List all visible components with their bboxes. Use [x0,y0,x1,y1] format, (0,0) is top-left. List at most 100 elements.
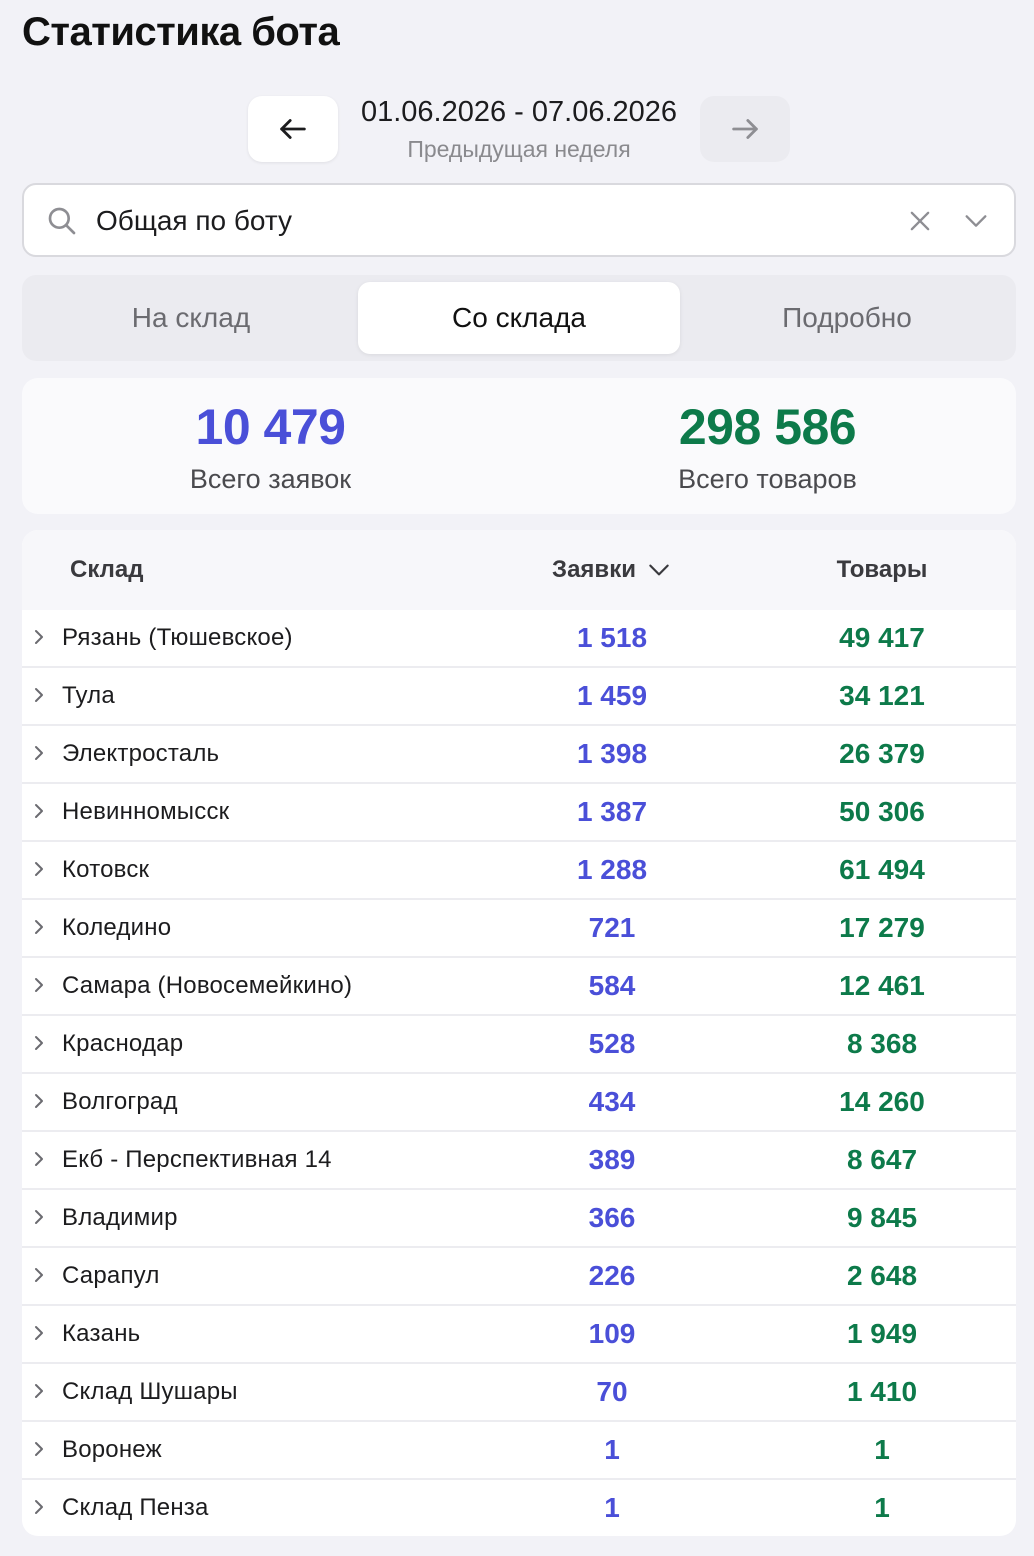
chevron-right-icon[interactable] [30,742,48,764]
table-row[interactable]: Склад Пенза 1 1 [22,1480,1016,1536]
table-row[interactable]: Екб - Перспективная 14 389 8 647 [22,1132,1016,1190]
orders-count: 366 [588,1202,636,1233]
table-row[interactable]: Тула 1 459 34 121 [22,668,1016,726]
table-row[interactable]: Казань 109 1 949 [22,1306,1016,1364]
warehouse-name: Краснодар [62,1030,184,1057]
warehouse-name: Воронеж [62,1436,162,1463]
table-row[interactable]: Невинномысск 1 387 50 306 [22,784,1016,842]
chevron-right-icon[interactable] [30,800,48,822]
orders-count: 584 [588,970,636,1001]
table-body: Рязань (Тюшевское) 1 518 49 417 Тула 1 4… [22,610,1016,1536]
warehouse-name: Владимир [62,1204,178,1231]
table-row[interactable]: Коледино 721 17 279 [22,900,1016,958]
table-row[interactable]: Котовск 1 288 61 494 [22,842,1016,900]
arrow-right-icon [732,119,758,139]
orders-count: 1 459 [576,680,648,711]
warehouse-name: Коледино [62,914,172,941]
total-goods: 298 586 Всего товаров [519,398,1016,495]
date-range-subtitle: Предыдущая неделя [407,136,631,162]
orders-count: 70 [596,1376,628,1407]
chevron-right-icon[interactable] [30,1032,48,1054]
chevron-right-icon[interactable] [30,916,48,938]
orders-count: 1 398 [576,738,648,769]
column-header-goods[interactable]: Товары [836,556,928,583]
page-title: Статистика бота [22,10,340,54]
orders-count: 1 518 [576,622,648,653]
goods-count: 61 494 [839,854,925,885]
warehouse-table: Склад Заявки Товары Рязань (Тюшевское) 1… [22,530,1016,1536]
table-row[interactable]: Краснодар 528 8 368 [22,1016,1016,1074]
orders-count: 109 [588,1318,636,1349]
chevron-right-icon[interactable] [30,1206,48,1228]
chevron-right-icon[interactable] [30,1438,48,1460]
orders-count: 434 [588,1086,636,1117]
table-row[interactable]: Волгоград 434 14 260 [22,1074,1016,1132]
table-row[interactable]: Рязань (Тюшевское) 1 518 49 417 [22,610,1016,668]
bot-select-input[interactable]: Общая по боту [22,183,1016,257]
chevron-down-icon[interactable] [962,207,990,235]
date-navigator: 01.06.2026 - 07.06.2026 Предыдущая недел… [0,96,1034,164]
total-goods-label: Всего товаров [678,464,857,494]
goods-count: 12 461 [839,970,925,1001]
goods-count: 34 121 [839,680,925,711]
orders-count: 1 387 [576,796,648,827]
chevron-right-icon[interactable] [30,626,48,648]
direction-tabs: На склад Со склада Подробно [22,275,1016,361]
column-header-warehouse[interactable]: Склад [70,556,144,583]
table-row[interactable]: Владимир 366 9 845 [22,1190,1016,1248]
total-goods-value: 298 586 [678,399,857,455]
goods-count: 2 648 [846,1260,918,1291]
goods-count: 9 845 [846,1202,918,1233]
goods-count: 8 368 [846,1028,918,1059]
goods-count: 1 410 [846,1376,918,1407]
table-row[interactable]: Воронеж 1 1 [22,1422,1016,1480]
warehouse-name: Екб - Перспективная 14 [62,1146,332,1173]
chevron-right-icon[interactable] [30,1264,48,1286]
chevron-right-icon[interactable] [30,1496,48,1518]
search-icon [48,207,76,235]
next-period-button[interactable] [700,96,790,162]
chevron-right-icon[interactable] [30,1148,48,1170]
chevron-right-icon[interactable] [30,974,48,996]
tab-details[interactable]: Подробно [782,302,912,333]
chevron-right-icon[interactable] [30,684,48,706]
close-icon[interactable] [906,207,934,235]
goods-count: 49 417 [839,622,925,653]
warehouse-name: Волгоград [62,1088,178,1115]
table-row[interactable]: Электросталь 1 398 26 379 [22,726,1016,784]
orders-count: 389 [588,1144,636,1175]
warehouse-name: Рязань (Тюшевское) [62,624,293,651]
column-header-orders[interactable]: Заявки [522,556,702,584]
goods-count: 8 647 [846,1144,918,1175]
warehouse-name: Казань [62,1320,141,1347]
warehouse-name: Невинномысск [62,798,230,825]
previous-period-button[interactable] [248,96,338,162]
goods-count: 17 279 [839,912,925,943]
tab-to-warehouse[interactable]: На склад [131,302,251,333]
chevron-right-icon[interactable] [30,1322,48,1344]
chevron-right-icon[interactable] [30,1380,48,1402]
warehouse-name: Котовск [62,856,150,883]
date-range: 01.06.2026 - 07.06.2026 [360,96,678,128]
warehouse-name: Сарапул [62,1262,160,1289]
total-orders-value: 10 479 [195,399,346,455]
column-header-orders-label: Заявки [552,556,636,583]
table-row[interactable]: Самара (Новосемейкино) 584 12 461 [22,958,1016,1016]
sort-chevron-down-icon [649,564,669,576]
tab-from-warehouse[interactable]: Со склада [358,282,680,354]
orders-count: 1 288 [576,854,648,885]
goods-count: 50 306 [839,796,925,827]
orders-count: 226 [588,1260,636,1291]
orders-count: 721 [588,912,636,943]
table-header: Склад Заявки Товары [22,530,1016,610]
table-row[interactable]: Склад Шушары 70 1 410 [22,1364,1016,1422]
bot-select-value[interactable]: Общая по боту [96,205,293,236]
chevron-right-icon[interactable] [30,1090,48,1112]
total-orders-label: Всего заявок [189,464,352,494]
warehouse-name: Электросталь [62,740,220,767]
orders-count: 528 [588,1028,636,1059]
table-row[interactable]: Сарапул 226 2 648 [22,1248,1016,1306]
arrow-left-icon [280,119,306,139]
chevron-right-icon[interactable] [30,858,48,880]
